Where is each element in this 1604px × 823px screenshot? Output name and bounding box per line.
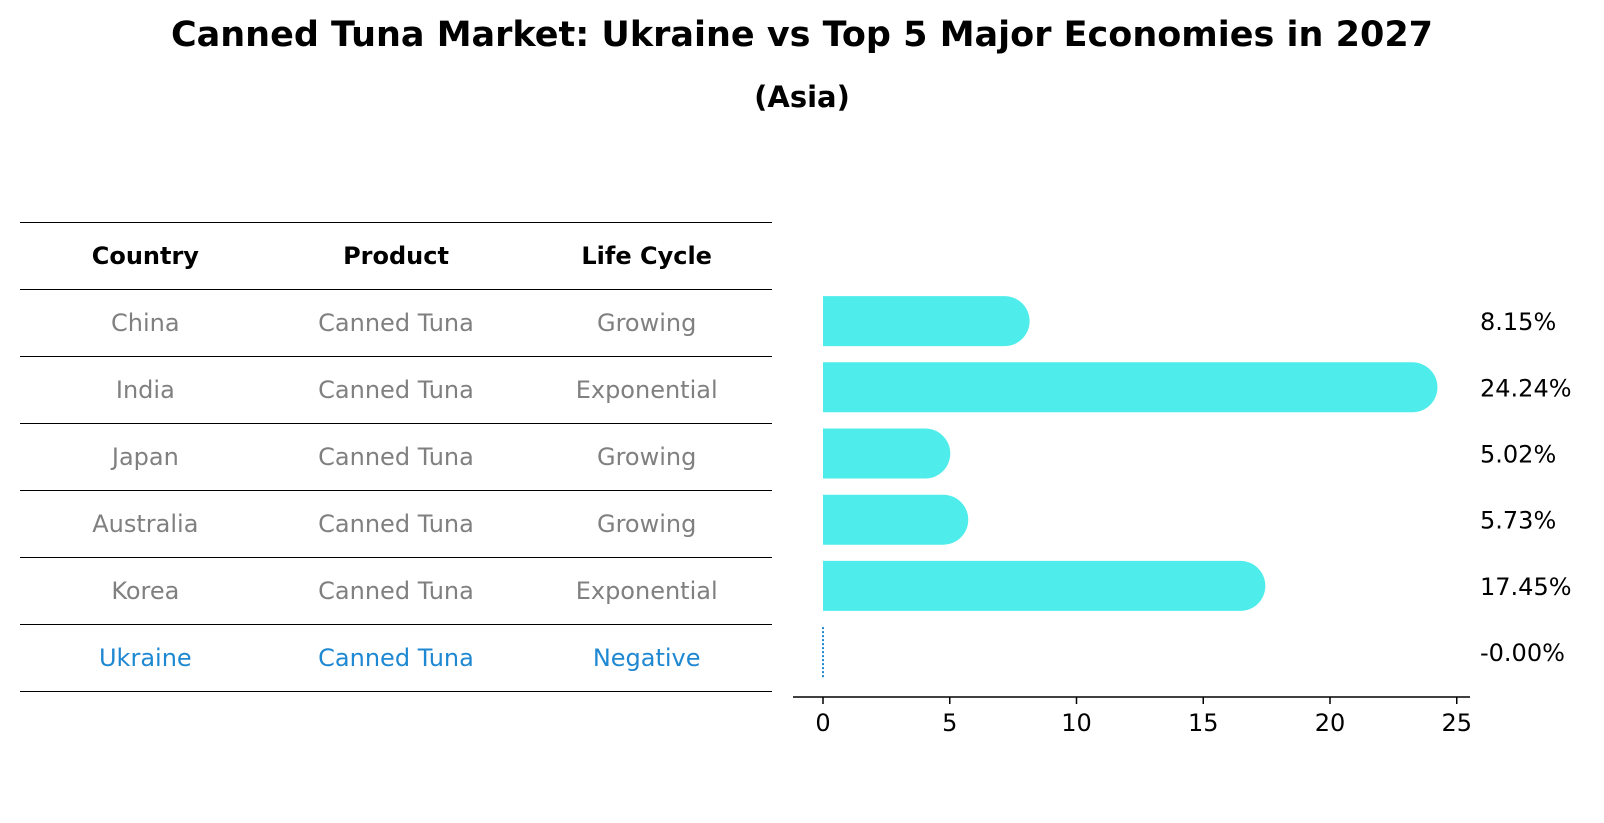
product-cell: Canned Tuna xyxy=(318,510,474,538)
table-row: Australia Canned Tuna Growing xyxy=(20,491,772,558)
product-cell: Canned Tuna xyxy=(318,577,474,605)
life-cycle-cell: Growing xyxy=(596,510,697,538)
life-cycle-cell: Exponential xyxy=(575,376,718,404)
bar xyxy=(823,428,951,479)
table-row-highlight: Ukraine Canned Tuna Negative xyxy=(20,625,772,692)
product-cell: Canned Tuna xyxy=(318,376,474,404)
chart-title: Canned Tuna Market: Ukraine vs Top 5 Maj… xyxy=(170,15,1434,55)
x-tick-label: 10 xyxy=(1061,709,1092,737)
country-cell: Korea xyxy=(111,577,180,605)
bar xyxy=(823,494,969,545)
bar xyxy=(823,296,1030,347)
product-cell: Canned Tuna xyxy=(318,443,474,471)
table-row: China Canned Tuna Growing xyxy=(20,290,772,357)
country-cell: India xyxy=(115,376,175,404)
x-tick-label: 15 xyxy=(1188,709,1219,737)
bar xyxy=(823,362,1438,413)
bar xyxy=(823,560,1266,611)
value-label: 24.24% xyxy=(1480,374,1572,402)
header-life-cycle: Life Cycle xyxy=(581,242,712,270)
value-label: 8.15% xyxy=(1480,308,1556,336)
life-cycle-cell: Growing xyxy=(596,309,697,337)
value-label: 5.73% xyxy=(1480,507,1556,535)
x-tick-label: 5 xyxy=(942,709,957,737)
x-tick-label: 20 xyxy=(1315,709,1346,737)
chart-subtitle: (Asia) xyxy=(754,80,850,114)
product-cell: Canned Tuna xyxy=(318,644,474,672)
x-tick-label: 25 xyxy=(1441,709,1472,737)
table-row: India Canned Tuna Exponential xyxy=(20,357,772,424)
x-tick-label: 0 xyxy=(815,709,830,737)
table-row: Korea Canned Tuna Exponential xyxy=(20,558,772,625)
product-cell: Canned Tuna xyxy=(318,309,474,337)
life-cycle-cell: Growing xyxy=(596,443,697,471)
market-table: Country Product Life Cycle China Canned … xyxy=(20,222,772,692)
table-row: Japan Canned Tuna Growing xyxy=(20,424,772,491)
life-cycle-cell: Negative xyxy=(592,644,701,672)
value-label: 5.02% xyxy=(1480,441,1556,469)
header-product: Product xyxy=(343,242,449,270)
header-country: Country xyxy=(91,242,199,270)
country-cell: Ukraine xyxy=(98,644,192,672)
value-label: 17.45% xyxy=(1480,573,1572,601)
country-cell: China xyxy=(111,309,180,337)
life-cycle-cell: Exponential xyxy=(575,577,718,605)
table-header-row: Country Product Life Cycle xyxy=(20,223,772,290)
country-cell: Japan xyxy=(111,443,179,471)
country-cell: Australia xyxy=(92,510,199,538)
value-label: -0.00% xyxy=(1480,639,1565,667)
